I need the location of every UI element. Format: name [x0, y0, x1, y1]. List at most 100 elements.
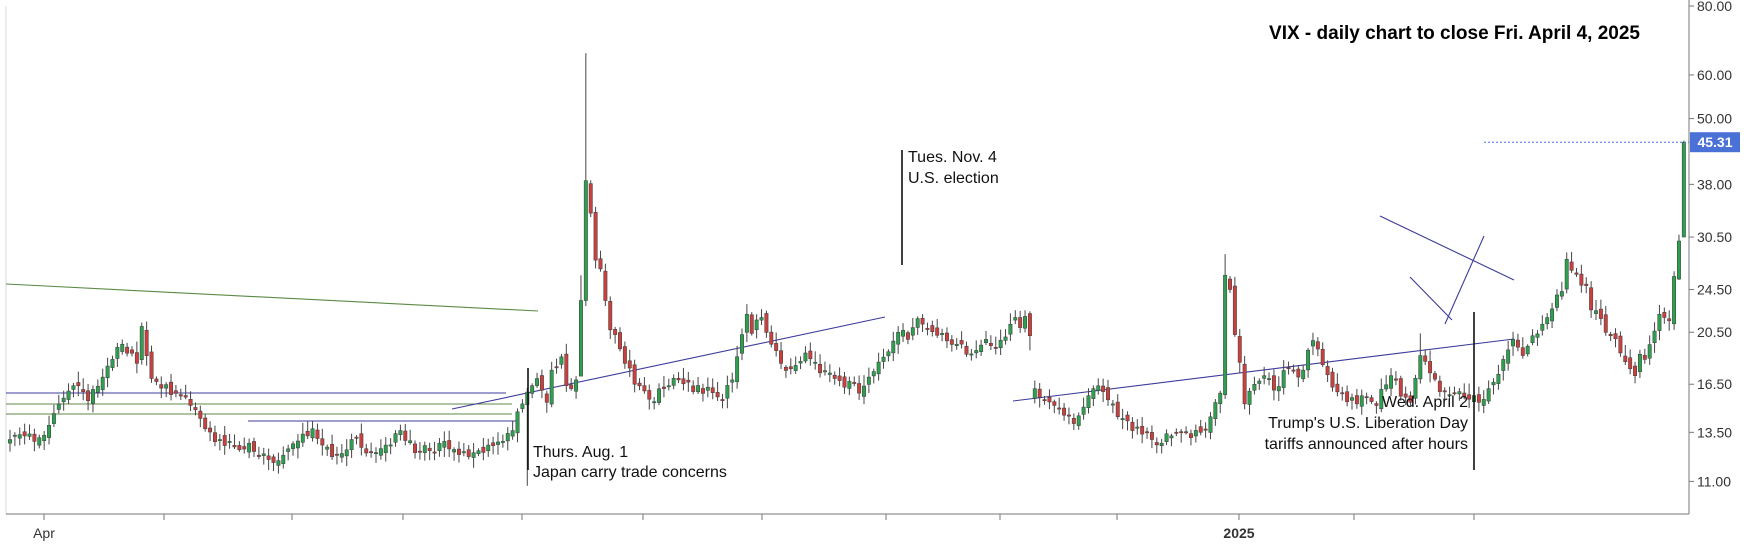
- candle-body-down: [427, 447, 432, 452]
- candle-body-down: [1369, 397, 1374, 402]
- candle: [871, 368, 876, 384]
- candle: [988, 335, 993, 351]
- candle-body-down: [315, 429, 320, 439]
- candle: [1330, 367, 1335, 392]
- candle: [569, 378, 574, 391]
- candle-body-up: [115, 347, 120, 359]
- candle: [398, 424, 403, 441]
- candle-body-up: [1535, 333, 1540, 338]
- candle: [178, 388, 183, 401]
- candle-body-down: [588, 183, 593, 214]
- candle-body-up: [744, 313, 749, 333]
- candle-body-up: [754, 319, 759, 330]
- candle: [1037, 383, 1042, 408]
- candle-body-up: [1647, 344, 1652, 359]
- candle: [769, 325, 774, 348]
- candle-body-up: [657, 388, 661, 403]
- x-tick-label: Apr: [33, 525, 55, 541]
- candle-body-up: [383, 444, 388, 453]
- y-tick-label: 24.50: [1697, 282, 1732, 298]
- candle: [203, 413, 208, 432]
- candle: [666, 378, 671, 391]
- candle-body-down: [1174, 431, 1179, 434]
- candle-body-up: [1379, 389, 1384, 410]
- annotation-text: Japan carry trade concerns: [533, 464, 727, 481]
- candle: [242, 437, 247, 454]
- candle: [159, 376, 164, 398]
- candle-body-down: [222, 435, 227, 446]
- candle-body-up: [1267, 378, 1271, 380]
- y-tick-label: 16.50: [1697, 376, 1732, 392]
- candle-body-down: [783, 366, 788, 371]
- candle-body-down: [432, 451, 437, 454]
- candle: [979, 339, 984, 357]
- candle-body-up: [1023, 316, 1027, 329]
- candle-body-up: [940, 333, 945, 335]
- candle: [393, 430, 398, 447]
- candle: [535, 372, 539, 388]
- candle-body-down: [1393, 378, 1398, 381]
- annotation-text: Thurs. Aug. 1: [533, 444, 628, 461]
- candle-body-down: [632, 364, 637, 385]
- annotation-text: Wed. April 2: [1382, 394, 1468, 411]
- candle: [691, 380, 696, 395]
- candle-body-up: [1193, 430, 1198, 437]
- candle-body-down: [1428, 361, 1433, 374]
- candle: [1281, 360, 1286, 395]
- candle-body-up: [1481, 399, 1486, 406]
- candle-body-up: [344, 449, 349, 457]
- candle-body-down: [1184, 431, 1189, 434]
- candle: [1271, 369, 1276, 401]
- candle-body-down: [774, 343, 779, 351]
- candle: [1447, 386, 1452, 400]
- candle: [657, 383, 661, 406]
- candle: [1257, 378, 1262, 390]
- candle-body-up: [300, 433, 305, 443]
- candle-body-down: [1623, 355, 1628, 362]
- candle: [1047, 389, 1052, 410]
- candle-body-up: [291, 443, 295, 450]
- candle-body-up: [398, 430, 403, 435]
- candle: [183, 384, 188, 400]
- annotation-text: U.S. election: [908, 170, 999, 187]
- candle-body-down: [1315, 341, 1320, 350]
- candle: [905, 330, 910, 345]
- candle: [291, 441, 295, 456]
- candle: [593, 206, 598, 269]
- candle-body-up: [17, 434, 22, 439]
- candle: [1389, 368, 1393, 397]
- y-tick-label: 13.50: [1697, 424, 1732, 440]
- candle: [466, 445, 471, 460]
- candle: [130, 346, 134, 357]
- candle: [1398, 375, 1403, 401]
- candle: [823, 361, 827, 376]
- candle-body-up: [1657, 313, 1662, 331]
- candle: [1379, 378, 1384, 413]
- candle: [891, 331, 896, 361]
- candle-body-up: [61, 397, 66, 402]
- candle-body-down: [159, 384, 164, 389]
- candle: [281, 446, 286, 469]
- candle-body-up: [486, 444, 491, 452]
- candle: [1052, 399, 1057, 414]
- candle: [193, 402, 198, 416]
- candle: [598, 250, 603, 272]
- candle-body-up: [1637, 353, 1642, 373]
- candle-body-down: [715, 392, 720, 398]
- candle-body-down: [1667, 318, 1672, 322]
- candle-body-up: [56, 403, 61, 410]
- candle: [1506, 340, 1511, 371]
- candle: [1384, 375, 1389, 392]
- candle-body-down: [417, 450, 422, 453]
- candle: [1647, 335, 1652, 365]
- candle-body-up: [1501, 359, 1506, 371]
- candle-body-up: [1550, 308, 1555, 322]
- candle-body-down: [945, 332, 949, 342]
- candle-body-down: [178, 394, 183, 397]
- candle-body-up: [1496, 374, 1501, 384]
- candle-body-down: [627, 360, 632, 369]
- candle: [374, 447, 378, 463]
- candle-body-down: [1589, 287, 1594, 311]
- candle: [27, 424, 32, 440]
- candle-body-down: [457, 448, 461, 455]
